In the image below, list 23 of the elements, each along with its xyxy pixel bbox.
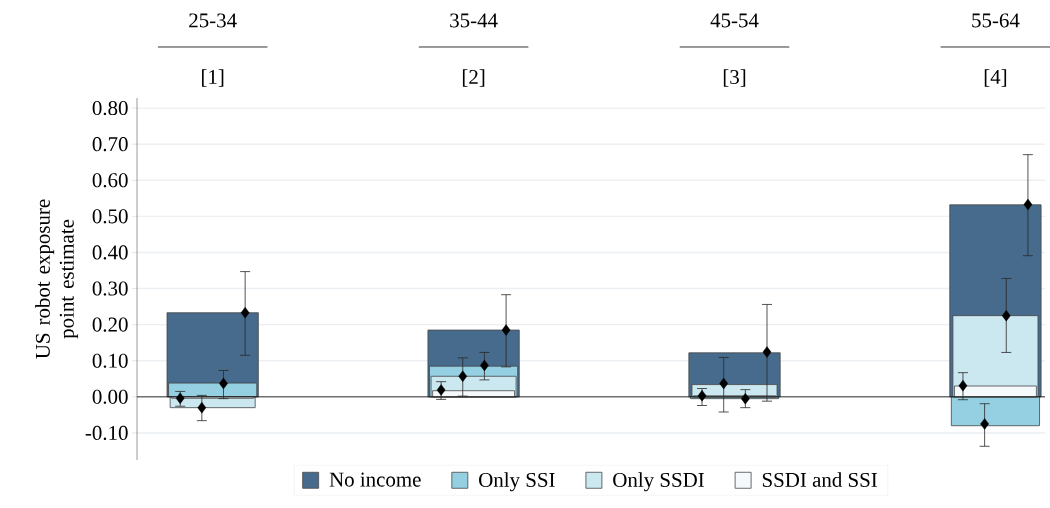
- legend-label: Only SSI: [479, 472, 555, 492]
- legend-label: SSDI and SSI: [762, 472, 878, 487]
- y-tick-label: 0.70: [92, 137, 128, 152]
- y-tick-label: 0.20: [92, 317, 128, 332]
- y-tick-label: 0.10: [92, 353, 128, 368]
- x-tick-label: 25-34: [189, 13, 237, 28]
- text: [1]: [202, 69, 224, 87]
- y-axis-title: US robot exposure point estimate: [35, 199, 79, 359]
- x-tick-label: 45-54: [710, 13, 759, 28]
- x-tick-label: 35-44: [450, 13, 498, 28]
- y-tick-label: 0.40: [92, 245, 128, 260]
- y-tick-label: 0.30: [92, 281, 128, 296]
- text: [4]: [984, 69, 1007, 87]
- legend-label: Only SSDI: [613, 472, 704, 492]
- text: [3]: [723, 69, 746, 87]
- text: [2]: [462, 69, 485, 87]
- y-tick-label: 0.80: [92, 101, 128, 116]
- legend-label: No income: [329, 472, 421, 487]
- y-tick-label: 0.60: [92, 173, 128, 188]
- y-tick-label: 0.50: [92, 209, 128, 224]
- x-tick-label: 55-64: [972, 13, 1020, 28]
- y-tick-label: -0.10: [85, 425, 128, 441]
- y-tick-label: 0.00: [92, 389, 128, 404]
